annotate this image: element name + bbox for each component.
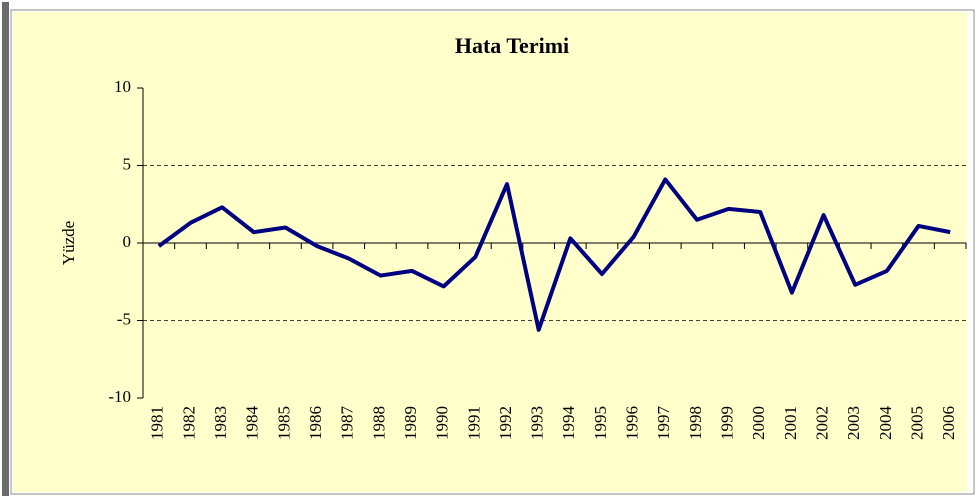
x-tick-label: 2001 (781, 406, 800, 440)
x-tick-label: 2000 (749, 406, 768, 440)
x-tick-label: 1989 (401, 406, 420, 440)
x-tick-label: 1991 (464, 406, 483, 440)
y-tick-label: 10 (114, 77, 131, 96)
y-tick-label: 5 (123, 154, 132, 173)
outer-frame (10, 9, 975, 495)
x-tick-label: 1992 (496, 406, 515, 440)
left-border (2, 2, 9, 496)
x-tick-label: 1985 (274, 406, 293, 440)
x-tick-label: 1995 (591, 406, 610, 440)
x-tick-label: 1988 (369, 406, 388, 440)
x-tick-label: 1986 (306, 406, 325, 440)
y-tick-label: -5 (117, 309, 131, 328)
x-tick-label: 1994 (559, 406, 578, 441)
chart-title: Hata Terimi (455, 33, 569, 58)
y-axis-label: Yüzde (59, 221, 78, 265)
x-tick-label: 1981 (148, 406, 167, 440)
x-tick-label: 1983 (211, 406, 230, 440)
x-tick-label: 1982 (179, 406, 198, 440)
x-tick-label: 1993 (528, 406, 547, 440)
y-tick-label: 0 (123, 232, 132, 251)
y-tick-label: -10 (108, 387, 131, 406)
data-line (157, 177, 951, 332)
x-tick-label: 1998 (686, 406, 705, 440)
x-tick-label: 1999 (718, 406, 737, 440)
x-tick-label: 1984 (243, 406, 262, 441)
x-tick-label: 1996 (623, 406, 642, 440)
x-tick-label: 2003 (844, 406, 863, 440)
x-tick-label: 1987 (338, 406, 357, 441)
x-tick-label: 2006 (939, 406, 958, 440)
x-tick-label: 2002 (812, 406, 831, 440)
x-tick-label: 1990 (433, 406, 452, 440)
x-tick-label: 1997 (654, 406, 673, 441)
x-tick-label: 2004 (876, 406, 895, 441)
x-tick-label: 2005 (907, 406, 926, 440)
